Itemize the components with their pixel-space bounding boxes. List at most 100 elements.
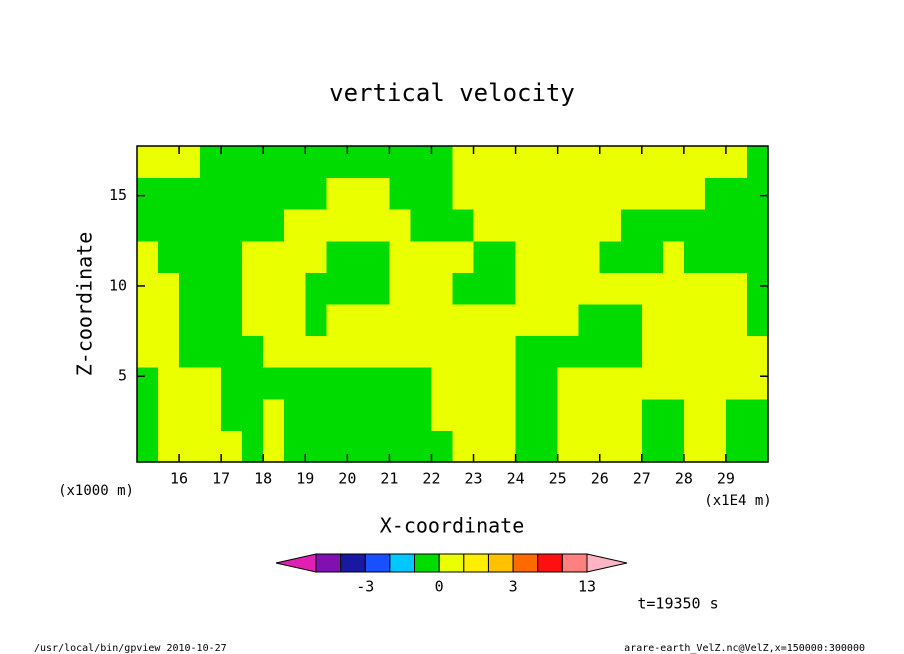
contour-cell xyxy=(305,272,327,305)
contour-cell xyxy=(683,335,706,368)
contour-cell xyxy=(284,209,306,242)
contour-cell xyxy=(347,209,369,242)
contour-cell xyxy=(515,430,538,463)
contour-cell xyxy=(158,146,180,179)
contour-cell xyxy=(305,177,327,210)
contour-cell xyxy=(137,367,159,400)
contour-cell xyxy=(746,177,769,210)
contour-cell xyxy=(242,240,264,273)
contour-cell xyxy=(620,398,643,431)
contour-cell xyxy=(200,209,222,242)
contour-cell xyxy=(179,240,201,273)
contour-cell xyxy=(473,272,496,305)
contour-cell xyxy=(494,335,517,368)
contour-cell xyxy=(662,272,685,305)
contour-cell xyxy=(452,430,475,463)
contour-cell xyxy=(305,209,327,242)
contour-cell xyxy=(221,335,243,368)
contour-cell xyxy=(200,272,222,305)
contour-cell xyxy=(179,335,201,368)
x-tick-label: 21 xyxy=(380,470,398,488)
contour-cell xyxy=(578,146,601,179)
contour-cell xyxy=(557,304,580,337)
contour-cell xyxy=(284,367,306,400)
contour-cell xyxy=(704,146,727,179)
contour-cell xyxy=(515,146,538,179)
contour-cell xyxy=(158,240,180,273)
contour-cell xyxy=(431,146,453,179)
contour-cell xyxy=(368,240,390,273)
contour-cell xyxy=(305,430,327,463)
contour-cell xyxy=(725,430,748,463)
contour-cell xyxy=(641,430,664,463)
contour-cell xyxy=(326,209,348,242)
contour-cell xyxy=(389,209,411,242)
contour-cell xyxy=(725,367,748,400)
y-tick-label: 10 xyxy=(109,276,127,294)
contour-cell xyxy=(179,304,201,337)
contour-cell xyxy=(452,304,475,337)
contour-cell xyxy=(221,398,243,431)
contour-cell xyxy=(179,177,201,210)
x-tick-label: 16 xyxy=(170,470,188,488)
contour-cell xyxy=(242,146,264,179)
contour-cell xyxy=(578,240,601,273)
contour-cell xyxy=(557,177,580,210)
contour-cell xyxy=(326,240,348,273)
contour-cell xyxy=(662,177,685,210)
contour-cell xyxy=(578,335,601,368)
contour-cell xyxy=(620,304,643,337)
contour-cell xyxy=(158,272,180,305)
contour-cell xyxy=(683,146,706,179)
contour-cell xyxy=(137,146,159,179)
x-tick-label: 29 xyxy=(717,470,735,488)
contour-cell xyxy=(515,335,538,368)
contour-cell xyxy=(599,272,622,305)
contour-cell xyxy=(704,430,727,463)
contour-cell xyxy=(599,335,622,368)
contour-cell xyxy=(620,367,643,400)
contour-cell xyxy=(284,430,306,463)
contour-cell xyxy=(431,240,453,273)
contour-cell xyxy=(557,272,580,305)
contour-cell xyxy=(431,430,453,463)
contour-cell xyxy=(368,398,390,431)
contour-cell xyxy=(515,367,538,400)
contour-cell xyxy=(683,398,706,431)
contour-cell xyxy=(179,146,201,179)
contour-cell xyxy=(662,367,685,400)
contour-cell xyxy=(431,398,453,431)
contour-cell xyxy=(536,398,559,431)
contour-cell xyxy=(389,367,411,400)
contour-cell xyxy=(620,430,643,463)
contour-cell xyxy=(725,240,748,273)
contour-cell xyxy=(683,304,706,337)
contour-cell xyxy=(389,240,411,273)
contour-cell xyxy=(725,272,748,305)
contour-cell xyxy=(578,177,601,210)
contour-cell xyxy=(662,209,685,242)
contour-cell xyxy=(494,398,517,431)
contour-cell xyxy=(494,240,517,273)
x-tick-label: 17 xyxy=(212,470,230,488)
contour-cell xyxy=(704,367,727,400)
contour-cell xyxy=(641,240,664,273)
contour-cell xyxy=(347,240,369,273)
contour-cell xyxy=(473,209,496,242)
contour-cell xyxy=(683,430,706,463)
contour-cell xyxy=(452,272,475,305)
chart-title: vertical velocity xyxy=(329,79,575,107)
contour-cell xyxy=(410,272,432,305)
contour-cell xyxy=(389,272,411,305)
contour-cell xyxy=(536,209,559,242)
contour-cell xyxy=(221,177,243,210)
contour-cell xyxy=(494,272,517,305)
contour-cell xyxy=(452,367,475,400)
colorbar-tick-label: 3 xyxy=(509,578,518,596)
contour-cell xyxy=(473,146,496,179)
contour-cell xyxy=(641,304,664,337)
contour-cell xyxy=(137,304,159,337)
contour-cell xyxy=(158,209,180,242)
contour-cell xyxy=(347,304,369,337)
contour-cell xyxy=(221,304,243,337)
